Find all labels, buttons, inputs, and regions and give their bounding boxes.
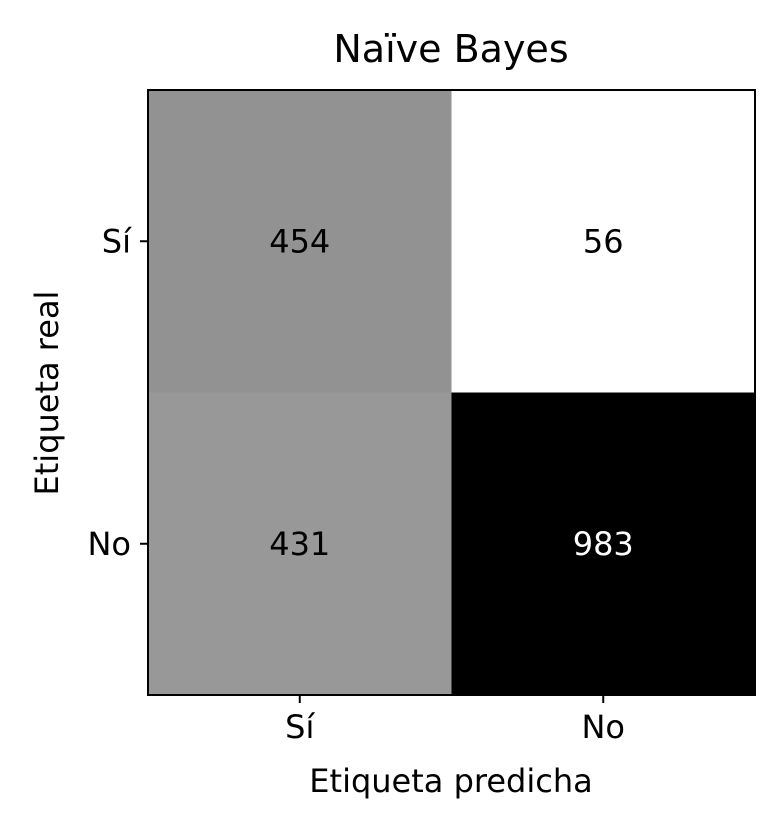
x-tick-label: Sí xyxy=(285,708,315,746)
heatmap-cell-r1-c0 xyxy=(148,392,452,696)
y-axis-ticks: Sí No xyxy=(87,222,148,563)
y-tick-label: Sí xyxy=(102,222,132,260)
heatmap-cells xyxy=(148,90,756,696)
x-tick-label: No xyxy=(581,708,625,746)
y-tick-label: No xyxy=(87,525,131,563)
heatmap-cell-r0-c0 xyxy=(148,90,452,393)
cell-value-label-r1-c1: 983 xyxy=(573,525,634,563)
x-axis-ticks: Sí No xyxy=(285,695,625,746)
cell-value-label-r0-c1: 56 xyxy=(583,222,624,260)
heatmap-cell-r1-c1 xyxy=(451,392,756,696)
heatmap-cell-labels: 454 56 431 983 xyxy=(269,222,634,563)
x-axis-label: Etiqueta predicha xyxy=(309,762,592,800)
heatmap-cell-r0-c1 xyxy=(451,90,756,393)
chart-title: Naïve Bayes xyxy=(333,27,568,71)
plot-frame xyxy=(147,89,756,696)
y-axis-label: Etiqueta real xyxy=(28,291,66,496)
cell-value-label-r0-c0: 454 xyxy=(269,222,330,260)
cell-value-label-r1-c0: 431 xyxy=(269,525,330,563)
